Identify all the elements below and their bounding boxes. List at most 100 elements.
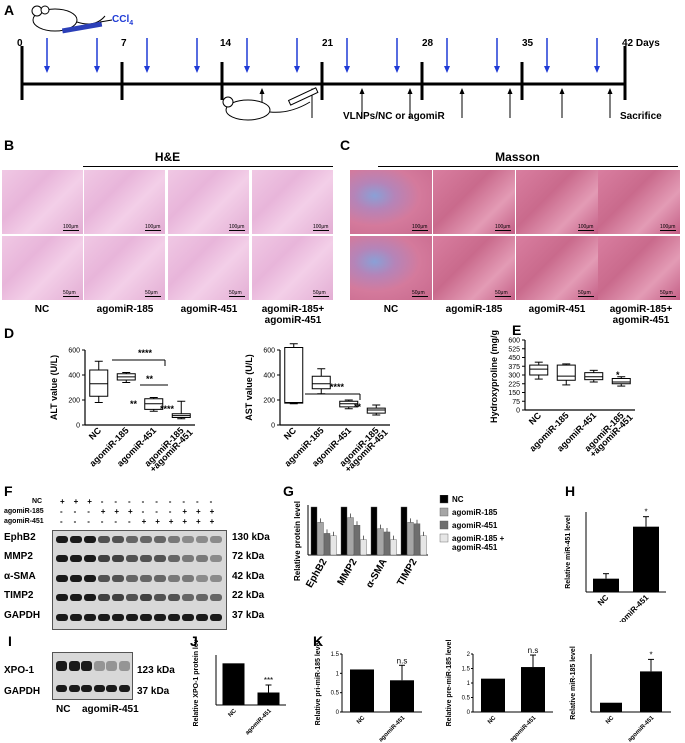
scale-bar: 100μm [412, 224, 428, 230]
treatment-mark: - [155, 507, 158, 516]
treatment-mark: + [196, 507, 201, 516]
blot-band [210, 536, 222, 543]
treatment-mark: + [182, 517, 188, 526]
panel-f-label: F [4, 483, 13, 499]
western-blot-i [52, 652, 133, 700]
bar [521, 667, 545, 712]
blot-band [182, 536, 194, 543]
treatment-mark: - [87, 507, 90, 516]
treatment-mark: - [100, 517, 104, 526]
blot-band [168, 536, 180, 543]
treatment-arrowhead [407, 88, 413, 94]
masson-image: 100μm [598, 170, 680, 234]
treatment-mark: - [60, 517, 63, 526]
treatment-mark: - [73, 517, 77, 526]
y-tick-label: 225 [508, 381, 520, 388]
scale-bar: 100μm [145, 224, 161, 230]
blot-band [56, 575, 68, 582]
protein-gapdh: GAPDH [4, 610, 41, 621]
sig-marker: * [649, 650, 652, 659]
y-tick-label: 0.5 [462, 696, 471, 702]
panel-e-label: E [512, 322, 522, 338]
legend-label: agomiR-185 [452, 508, 498, 517]
category-label: NC [605, 715, 616, 726]
bar [593, 578, 619, 592]
treatment-arrowhead [559, 88, 565, 94]
bar [340, 506, 348, 556]
ccl4-arrowhead [344, 66, 350, 73]
y-tick-label: 0 [336, 710, 340, 716]
blot-band [210, 594, 222, 601]
treatment-mark: - [196, 497, 199, 506]
y-tick-label: 200 [68, 398, 80, 405]
treatment-mark: + [168, 517, 174, 526]
treatment-mark: + [141, 517, 147, 526]
protein-mmp2: MMP2 [4, 551, 33, 562]
treatment-mark: + [155, 517, 160, 526]
y-axis-label: Relative protein level [293, 501, 302, 581]
ms-group-2: agomiR-185 [445, 304, 503, 315]
treatment-mark: - [168, 507, 172, 516]
sig-marker: ** [146, 374, 154, 384]
masson-image: 100μm [433, 170, 515, 234]
he-group-3: agomiR-451 [180, 304, 238, 315]
blot-band [196, 614, 208, 621]
blot-band [68, 685, 80, 692]
bar [413, 523, 421, 556]
blot-band [81, 661, 92, 671]
row-label-nc: NC [32, 498, 43, 505]
blot-band [168, 575, 180, 582]
blot-band [70, 594, 82, 601]
y-axis-label: Relative pri-miR-185 level [315, 641, 322, 726]
category-label: agomiR-451 [509, 715, 538, 743]
blot-band [93, 685, 105, 692]
blot-band [210, 614, 222, 621]
bar [640, 671, 662, 712]
category-label: EphB2 [304, 557, 330, 590]
y-axis-label: Relative miR-451 level [565, 515, 572, 589]
blot-i-group-451: agomiR-451 [82, 704, 139, 715]
box [311, 375, 331, 390]
blot-band [70, 575, 82, 582]
he-group-4: agomiR-185+ agomiR-451 [261, 304, 325, 326]
category-label: TIMP2 [395, 557, 419, 588]
ccl4-arrowhead [44, 66, 50, 73]
blot-band [56, 614, 68, 621]
blot-band [68, 661, 80, 671]
panel-k-label: K [313, 633, 324, 649]
row-label-451: agomiR-451 [4, 518, 44, 525]
legend-swatch [439, 507, 449, 517]
treatment-mark: - [60, 507, 63, 516]
treatment-mark: - [100, 497, 104, 506]
group-label: NC [527, 410, 544, 427]
blot-band [56, 661, 67, 671]
day-42: 42 Days [622, 38, 660, 49]
bar [353, 525, 361, 556]
ccl4-label: CCl4 [112, 14, 134, 27]
protein-timp2: TIMP2 [4, 590, 34, 601]
scale-bar: 50μm [313, 290, 329, 297]
scale-bar: 100μm [63, 224, 79, 230]
ccl4-arrowhead [244, 66, 250, 73]
masson-image: 50μm [516, 236, 598, 300]
category-label: agomiR-451 [627, 715, 656, 743]
bar [377, 528, 384, 556]
y-tick-label: 0.5 [331, 691, 340, 697]
category-label: NC [487, 715, 498, 726]
y-axis-label: Relative XPO-1 protein level [193, 640, 200, 726]
y-tick-label: 400 [263, 373, 275, 380]
treatment-mark: + [60, 497, 65, 506]
blot-band [154, 594, 166, 601]
he-image: 100μm [168, 170, 249, 234]
treatment-mark: - [182, 497, 186, 506]
kda-timp2: 22 kDa [232, 590, 265, 601]
blot-band [210, 575, 222, 582]
blot-band [84, 614, 96, 621]
treatment-arrowhead [359, 88, 365, 94]
mir185-chart: Relative miR-185 level NC * agomiR-451 [570, 646, 671, 743]
y-axis-label: AST value (U/L) [244, 354, 254, 421]
category-label: NC [596, 593, 611, 608]
scale-bar: 100μm [578, 224, 594, 230]
blot-band [112, 536, 124, 543]
